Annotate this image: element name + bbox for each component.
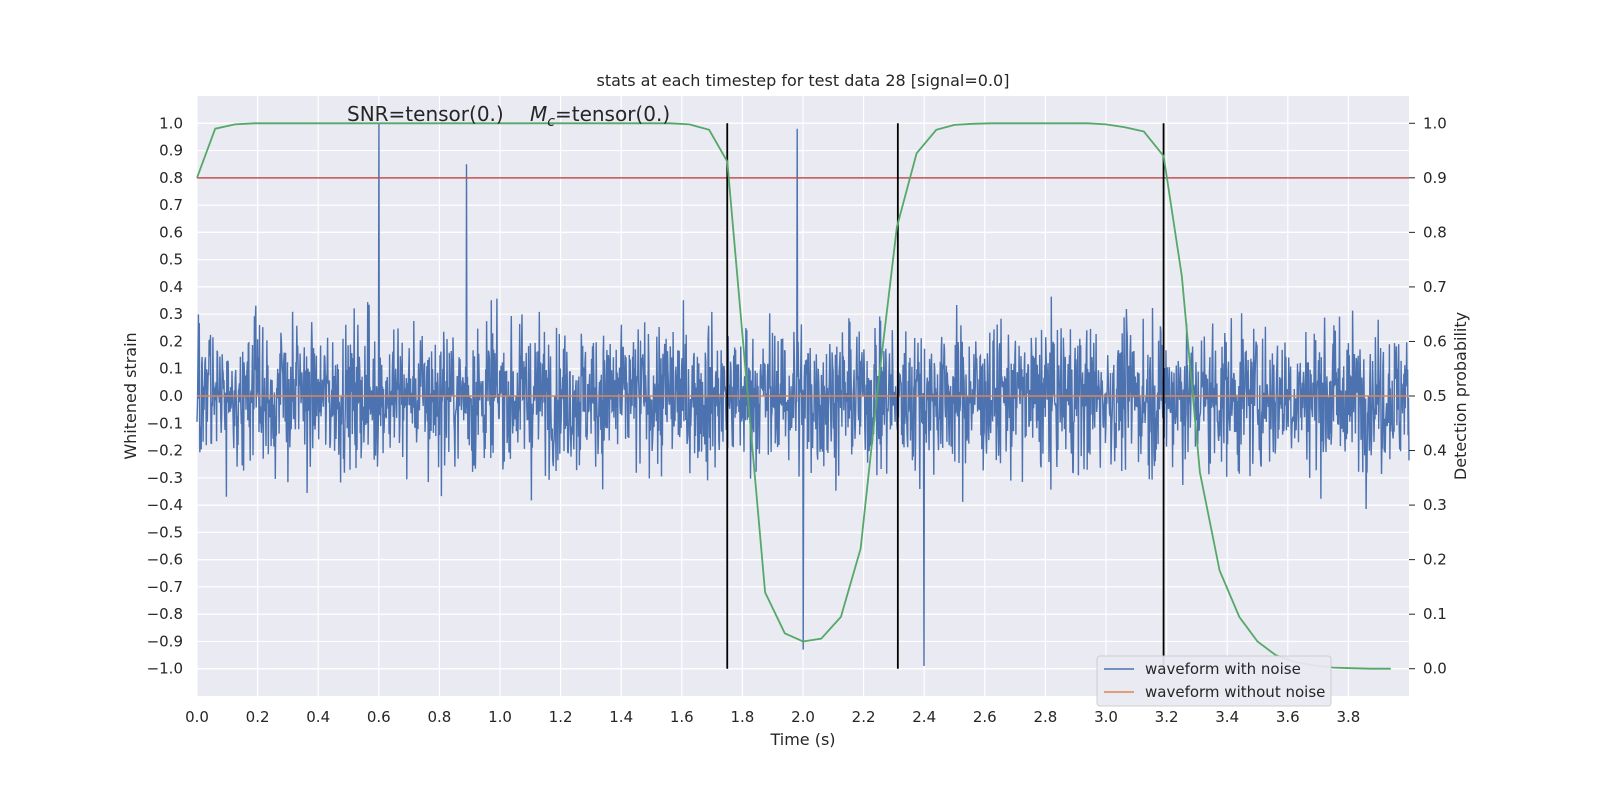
x-tick-label: 1.8 [730, 708, 754, 726]
y-tick-label: 0.7 [159, 196, 183, 214]
legend: waveform with noise waveform without noi… [1096, 655, 1332, 707]
y-tick-label: 0.2 [159, 332, 183, 350]
x-tick-label: 3.4 [1215, 708, 1239, 726]
y-tick-labels: 1.0 0.9 0.8 0.7 0.6 0.5 0.4 0.3 0.2 0.1 0.0 −0.1 −0.… [147, 114, 183, 677]
x-tick-label: 3.2 [1155, 708, 1179, 726]
chart-title: stats at each timestep for test data 28 … [597, 71, 1010, 90]
x-tick-label: 0.4 [306, 708, 330, 726]
x-axis-label: Time (s) [769, 730, 835, 749]
y2-tick-label: 0.4 [1423, 442, 1447, 460]
y-tick-label: −0.4 [147, 496, 183, 514]
y2-tick-label: 0.8 [1423, 223, 1447, 241]
x-tick-label: 3.0 [1094, 708, 1118, 726]
boundary-lines [726, 123, 1165, 669]
y2-tick-label: 0.9 [1423, 169, 1447, 187]
y-tick-label: −0.1 [147, 414, 183, 432]
y-tick-label: 0.6 [159, 223, 183, 241]
x-tick-label: 2.6 [973, 708, 997, 726]
x-tick-label: 2.4 [912, 708, 936, 726]
x-tick-label: 0.6 [367, 708, 391, 726]
y-tick-label: −0.3 [147, 469, 183, 487]
y2-tick-label: 0.1 [1423, 605, 1447, 623]
x-tick-label: 2.8 [1033, 708, 1057, 726]
y2-tick-label: 0.7 [1423, 278, 1447, 296]
x-tick-labels: 0.0 0.2 0.4 0.6 0.8 1.0 1.2 1.4 1.6 1.8 2.0 2.2 2.4 2… [185, 708, 1360, 726]
x-tick-label: 2.2 [852, 708, 876, 726]
y-tick-label: −0.9 [147, 632, 183, 650]
y-tick-label: −0.2 [147, 442, 183, 460]
y-tick-label: 0.8 [159, 169, 183, 187]
y-tick-label: 0.3 [159, 305, 183, 323]
x-tick-label: 0.8 [427, 708, 451, 726]
x-tick-label: 0.2 [246, 708, 270, 726]
y-axis-label: Whitened strain [121, 332, 140, 459]
snr-annotation: SNR=tensor(0.) Mc=tensor(0.) [347, 102, 670, 130]
x-tick-label: 1.6 [670, 708, 694, 726]
waveform-with-noise-series [196, 123, 1410, 667]
y-tick-label: −0.6 [147, 551, 183, 569]
y-tick-label: 0.4 [159, 278, 183, 296]
y-tick-label: −0.7 [147, 578, 183, 596]
y-tick-label: −0.5 [147, 523, 183, 541]
y2-tick-label: 0.6 [1423, 332, 1447, 350]
y2-tick-label: 1.0 [1423, 114, 1447, 132]
legend-label-noise: waveform with noise [1145, 660, 1301, 678]
waveform-with-noise-line [196, 123, 1410, 667]
legend-box [1096, 655, 1332, 707]
y-tick-label: 0.5 [159, 251, 183, 269]
y-tick-label: 0.9 [159, 142, 183, 160]
detection-probability-series [196, 122, 1391, 670]
x-tick-label: 3.6 [1276, 708, 1300, 726]
x-tick-label: 1.2 [549, 708, 573, 726]
x-tick-label: 0.0 [185, 708, 209, 726]
detection-probability-line [196, 122, 1391, 670]
y-tick-label: 1.0 [159, 114, 183, 132]
snr-text: SNR=tensor(0.) [347, 102, 504, 126]
y-tick-label: 0.1 [159, 360, 183, 378]
y2-axis-label: Detection probability [1451, 312, 1470, 480]
y2-tick-labels: 1.0 0.9 0.8 0.7 0.6 0.5 0.4 0.3 0.2 0.1 0.0 [1409, 114, 1447, 678]
y2-tick-label: 0.2 [1423, 551, 1447, 569]
y-tick-label: −0.8 [147, 605, 183, 623]
y-tick-label: 0.0 [159, 387, 183, 405]
mc-text: Mc=tensor(0.) [530, 102, 670, 130]
x-tick-label: 1.4 [609, 708, 633, 726]
x-tick-label: 1.0 [488, 708, 512, 726]
x-tick-label: 2.0 [791, 708, 815, 726]
x-tick-label: 3.8 [1336, 708, 1360, 726]
y2-tick-label: 0.5 [1423, 387, 1447, 405]
y-tick-label: −1.0 [147, 660, 183, 678]
legend-label-clean: waveform without noise [1145, 683, 1325, 701]
y2-tick-label: 0.0 [1423, 660, 1447, 678]
y2-tick-label: 0.3 [1423, 496, 1447, 514]
